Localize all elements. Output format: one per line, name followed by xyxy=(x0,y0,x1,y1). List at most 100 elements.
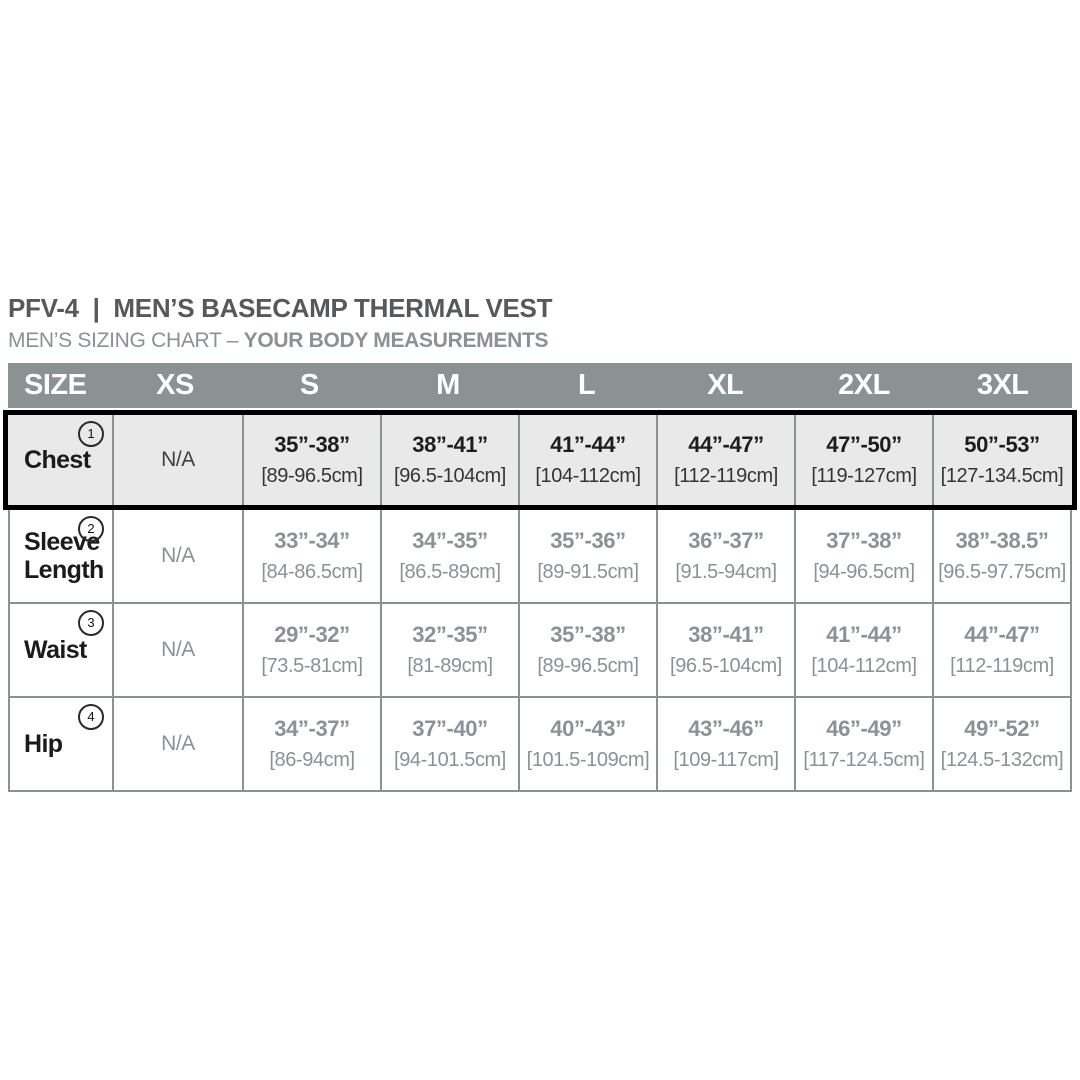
cell-sleeve-s: 33”-34” [84-86.5cm] xyxy=(242,510,380,602)
cell-waist-l: 35”-38” [89-96.5cm] xyxy=(518,604,656,696)
col-header-l: L xyxy=(578,369,596,401)
cm-value: [127-134.5cm] xyxy=(940,465,1064,487)
cm-value: [84-86.5cm] xyxy=(261,561,363,583)
row-label-hip: 4 Hip xyxy=(10,698,112,790)
cm-value: [104-112cm] xyxy=(535,465,641,487)
inches-value: 43”-46” xyxy=(688,716,764,741)
inches-value: 37”-40” xyxy=(412,716,488,741)
cell-chest-l: 41”-44” [104-112cm] xyxy=(518,415,656,505)
inches-value: N/A xyxy=(161,448,195,471)
table-row-waist: 3 Waist N/A 29”-32” [73.5-81cm] 32”-35” … xyxy=(10,602,1070,696)
cm-value: [101.5-109cm] xyxy=(526,749,650,771)
inches-value: N/A xyxy=(161,544,195,567)
inches-value: N/A xyxy=(161,638,195,661)
inches-value: 41”-44” xyxy=(550,432,626,457)
cell-hip-3xl: 49”-52” [124.5-132cm] xyxy=(932,698,1070,790)
cm-value: [89-96.5cm] xyxy=(537,655,639,677)
inches-value: 38”-38.5” xyxy=(955,528,1049,553)
inches-value: 47”-50” xyxy=(826,432,902,457)
col-header-3xl: 3XL xyxy=(976,369,1029,401)
sizing-table: SIZE XS S M L XL 2XL 3XL 1 Chest N/A xyxy=(3,363,1077,792)
row-label-waist: 3 Waist xyxy=(10,604,112,696)
inches-value: 29”-32” xyxy=(274,622,350,647)
cell-hip-l: 40”-43” [101.5-109cm] xyxy=(518,698,656,790)
inches-value: 38”-41” xyxy=(688,622,764,647)
row-label-text: Chest xyxy=(24,446,91,474)
cell-hip-xs: N/A xyxy=(112,698,242,790)
cm-value: [73.5-81cm] xyxy=(261,655,363,677)
col-header-s: S xyxy=(299,369,319,401)
cell-hip-xl: 43”-46” [109-117cm] xyxy=(656,698,794,790)
cell-chest-xs: N/A xyxy=(112,415,242,505)
inches-value: 38”-41” xyxy=(412,432,488,457)
cm-value: [112-119cm] xyxy=(674,465,778,487)
cell-hip-s: 34”-37” [86-94cm] xyxy=(242,698,380,790)
col-header-2xl: 2XL xyxy=(838,369,890,401)
cell-waist-xs: N/A xyxy=(112,604,242,696)
cm-value: [96.5-97.75cm] xyxy=(938,561,1066,583)
cm-value: [109-117cm] xyxy=(673,749,779,771)
cell-sleeve-xl: 36”-37” [91.5-94cm] xyxy=(656,510,794,602)
cell-waist-2xl: 41”-44” [104-112cm] xyxy=(794,604,932,696)
inches-value: 40”-43” xyxy=(550,716,626,741)
cm-value: [96.5-104cm] xyxy=(670,655,782,677)
cell-chest-m: 38”-41” [96.5-104cm] xyxy=(380,415,518,505)
note-circle-2: 2 xyxy=(78,516,104,542)
table-header-row: SIZE XS S M L XL 2XL 3XL xyxy=(8,363,1072,408)
inches-value: 34”-37” xyxy=(274,716,350,741)
inches-value: 41”-44” xyxy=(826,622,902,647)
note-circle-1: 1 xyxy=(78,421,104,447)
cell-chest-s: 35”-38” [89-96.5cm] xyxy=(242,415,380,505)
inches-value: 46”-49” xyxy=(826,716,902,741)
cell-sleeve-l: 35”-36” [89-91.5cm] xyxy=(518,510,656,602)
subtitle-prefix: MEN’S SIZING CHART – xyxy=(8,329,244,352)
inches-value: 50”-53” xyxy=(964,432,1040,457)
cell-sleeve-2xl: 37”-38” [94-96.5cm] xyxy=(794,510,932,602)
table-row-sleeve-length: 2 Sleeve Length N/A 33”-34” [84-86.5cm] … xyxy=(10,510,1070,602)
cell-hip-2xl: 46”-49” [117-124.5cm] xyxy=(794,698,932,790)
col-header-xs: XS xyxy=(156,369,194,401)
table-row-chest: 1 Chest N/A 35”-38” [89-96.5cm] 38”-41” … xyxy=(3,410,1077,510)
cell-chest-3xl: 50”-53” [127-134.5cm] xyxy=(932,415,1070,505)
subtitle-emphasis: YOUR BODY MEASUREMENTS xyxy=(243,329,549,352)
inches-value: 37”-38” xyxy=(826,528,902,553)
cm-value: [81-89cm] xyxy=(407,655,493,677)
row-label-sleeve-length: 2 Sleeve Length xyxy=(10,510,112,602)
cm-value: [89-91.5cm] xyxy=(537,561,639,583)
inches-value: 49”-52” xyxy=(964,716,1040,741)
inches-value: 36”-37” xyxy=(688,528,764,553)
cell-hip-m: 37”-40” [94-101.5cm] xyxy=(380,698,518,790)
cm-value: [117-124.5cm] xyxy=(803,749,925,771)
inches-value: 34”-35” xyxy=(412,528,488,553)
cm-value: [91.5-94cm] xyxy=(675,561,777,583)
note-circle-3: 3 xyxy=(78,610,104,636)
page-title: PFV-4 | MEN’S BASECAMP THERMAL VEST xyxy=(8,293,553,323)
col-header-xl: XL xyxy=(707,369,744,401)
note-circle-4: 4 xyxy=(78,704,104,730)
inches-value: 44”-47” xyxy=(964,622,1040,647)
inches-value: 44”-47” xyxy=(688,432,764,457)
cm-value: [119-127cm] xyxy=(811,465,917,487)
cell-waist-m: 32”-35” [81-89cm] xyxy=(380,604,518,696)
table-row-hip: 4 Hip N/A 34”-37” [86-94cm] 37”-40” [94-… xyxy=(10,696,1070,790)
inches-value: N/A xyxy=(161,732,195,755)
inches-value: 33”-34” xyxy=(274,528,350,553)
cm-value: [89-96.5cm] xyxy=(261,465,363,487)
col-header-size: SIZE xyxy=(24,369,87,401)
cell-sleeve-m: 34”-35” [86.5-89cm] xyxy=(380,510,518,602)
cell-waist-3xl: 44”-47” [112-119cm] xyxy=(932,604,1070,696)
cm-value: [96.5-104cm] xyxy=(394,465,506,487)
cm-value: [86.5-89cm] xyxy=(399,561,501,583)
cell-sleeve-xs: N/A xyxy=(112,510,242,602)
inches-value: 35”-38” xyxy=(550,622,626,647)
row-label-text: Waist xyxy=(24,636,87,664)
inches-value: 35”-38” xyxy=(274,432,350,457)
cm-value: [94-101.5cm] xyxy=(394,749,506,771)
cm-value: [124.5-132cm] xyxy=(940,749,1064,771)
chart-subtitle: MEN’S SIZING CHART – YOUR BODY MEASUREME… xyxy=(8,330,1072,352)
cell-chest-xl: 44”-47” [112-119cm] xyxy=(656,415,794,505)
cm-value: [94-96.5cm] xyxy=(813,561,915,583)
cell-waist-s: 29”-32” [73.5-81cm] xyxy=(242,604,380,696)
cell-chest-2xl: 47”-50” [119-127cm] xyxy=(794,415,932,505)
